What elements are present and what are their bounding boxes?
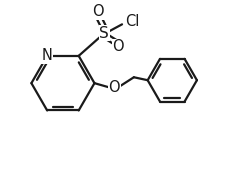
Text: N: N	[42, 48, 52, 63]
Text: O: O	[92, 4, 104, 19]
Text: O: O	[108, 80, 120, 95]
Text: O: O	[112, 39, 124, 55]
Text: Cl: Cl	[125, 14, 139, 29]
Text: S: S	[100, 26, 109, 41]
